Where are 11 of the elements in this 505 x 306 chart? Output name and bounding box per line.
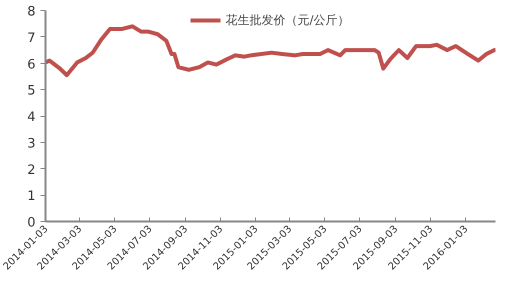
y-tick-label: 4	[27, 110, 36, 125]
y-tick-label: 3	[27, 136, 36, 152]
y-tick-label: 2	[27, 162, 36, 178]
y-tick-label: 5	[27, 84, 36, 99]
y-tick-label: 8	[27, 4, 36, 20]
y-tick-label: 1	[27, 189, 36, 204]
y-tick-label: 0	[27, 216, 36, 230]
line-series	[46, 24, 496, 78]
legend-label: 花生批发价（元/公斤）	[225, 12, 350, 28]
y-tick-label: 7	[27, 30, 36, 46]
y-tick-label: 6	[27, 57, 36, 72]
